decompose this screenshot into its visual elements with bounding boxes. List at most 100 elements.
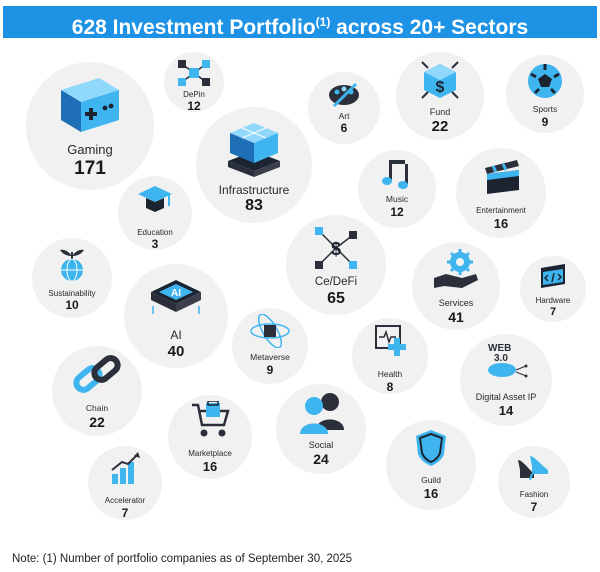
sector-count: 14 (498, 403, 514, 418)
sector-label: Fashion (519, 490, 549, 499)
sector-count: 41 (448, 309, 464, 325)
sector-bubble-health: Health 8 (352, 318, 428, 394)
shield-icon (416, 430, 446, 466)
sector-bubble-metaverse: Metaverse 9 (232, 308, 308, 384)
sector-count: 16 (493, 216, 509, 231)
sector-bubble-chain: Chain 22 (52, 346, 142, 436)
sector-label: Gaming (67, 142, 113, 157)
sector-label: DePin (183, 90, 205, 99)
sector-bubble-depin: DePin 12 (164, 52, 224, 113)
sector-count: 3 (151, 237, 159, 251)
footnote: Note: (1) Number of portfolio companies … (12, 553, 353, 565)
sector-label: Digital Asset IP (475, 392, 537, 402)
music-notes-icon (382, 160, 408, 189)
sector-label: Infrastructure (218, 183, 290, 197)
soccer-ball-icon (528, 64, 562, 98)
sector-bubble-education: Education 3 (118, 176, 192, 251)
sector-bubble-gaming: Gaming 171 (26, 62, 154, 190)
sector-label: Services (438, 298, 474, 308)
palette-icon (329, 82, 359, 108)
code-window-icon (541, 264, 565, 288)
sector-label: Guild (421, 475, 441, 485)
clapperboard-icon (485, 160, 519, 194)
sector-bubble-hardware: Hardware 7 (520, 256, 586, 322)
sector-count: 22 (89, 414, 105, 430)
sector-count: 16 (202, 459, 218, 474)
sector-count: 7 (549, 306, 557, 318)
sector-label: Sports (532, 104, 558, 114)
sector-count: 24 (313, 451, 329, 467)
globe-sprout-icon (60, 249, 84, 282)
sector-label: Ce/DeFi (314, 276, 358, 288)
shopping-cart-icon (192, 401, 230, 437)
sector-bubble-fashion: Fashion 7 (498, 446, 570, 518)
sector-count: 171 (74, 158, 106, 179)
sector-label: Sustainability (48, 289, 96, 298)
sector-bubble-infrastructure: Infrastructure 83 (196, 107, 312, 223)
gear-hand-icon (434, 249, 478, 288)
sector-count: 6 (340, 121, 348, 135)
sector-count: 10 (65, 298, 79, 312)
sector-count: 22 (431, 118, 449, 135)
sector-bubble-marketplace: Marketplace 16 (168, 395, 252, 479)
server-cubes-icon (228, 123, 280, 177)
sector-bubble-accelerator: Accelerator 7 (88, 446, 162, 520)
sector-count: 40 (167, 343, 185, 360)
sector-label: Chain (85, 403, 109, 413)
sector-label: Health (377, 369, 403, 379)
sector-bubble-fund: $ Fund 22 (396, 52, 484, 140)
sector-bubble-art: Art 6 (308, 72, 380, 144)
svg-text:3.0: 3.0 (494, 353, 508, 364)
sector-count: 9 (266, 363, 274, 377)
medical-cross-icon (375, 325, 406, 356)
svg-text:$: $ (331, 239, 341, 259)
sector-bubble-sustainability: Sustainability 10 (32, 238, 112, 318)
sector-label: Fund (429, 107, 451, 117)
sector-count: 83 (245, 197, 263, 214)
sector-count: 7 (530, 500, 538, 514)
growth-bars-icon (111, 452, 140, 484)
sector-label: Marketplace (188, 449, 232, 458)
sector-bubble-music: Music 12 (358, 150, 436, 228)
sector-bubble-guild: Guild 16 (386, 420, 476, 510)
dollar-coin-icon: $ (421, 61, 459, 99)
sector-count: 9 (541, 115, 549, 129)
sector-bubble-ai: AI AI 40 (124, 264, 228, 368)
sector-count: 7 (121, 506, 129, 520)
sector-label: Hardware (535, 296, 571, 305)
sector-bubble-cedefi: $ Ce/DeFi 65 (286, 215, 386, 315)
sector-label: Entertainment (476, 206, 526, 215)
sector-label: Art (338, 111, 350, 121)
high-heels-icon (518, 456, 548, 481)
gamepad-icon (61, 78, 119, 132)
sector-bubble-sports: Sports 9 (506, 55, 584, 133)
sector-label: Music (385, 194, 409, 204)
page-title: 628 Investment Portfolio(1) across 20+ S… (71, 15, 529, 39)
sector-count: 8 (386, 380, 394, 394)
sector-bubble-services: Services 41 (412, 242, 500, 330)
sector-label: Education (137, 228, 173, 237)
sector-bubble-entertainment: Entertainment 16 (456, 148, 546, 238)
defi-nodes-icon: $ (315, 227, 357, 269)
sector-bubble-social: Social 24 (276, 384, 366, 474)
chain-link-icon (73, 355, 121, 393)
sector-label: Accelerator (104, 496, 146, 505)
sector-count: 65 (327, 290, 345, 307)
graduation-cap-icon (138, 186, 172, 212)
svg-text:WEB: WEB (488, 343, 511, 354)
orbit-cube-icon (250, 314, 290, 348)
svg-text:$: $ (436, 79, 445, 96)
sector-count: 12 (390, 205, 404, 219)
people-icon (300, 393, 344, 434)
sector-label: AI (170, 328, 182, 342)
sector-count: 16 (423, 486, 439, 501)
sector-label: Metaverse (250, 352, 290, 362)
title-banner: 628 Investment Portfolio(1) across 20+ S… (3, 6, 597, 39)
ai-chip-icon: AI (151, 280, 201, 314)
sector-label: Social (308, 440, 334, 450)
network-cubes-icon (178, 60, 210, 86)
svg-text:AI: AI (171, 288, 181, 299)
sector-count: 12 (187, 99, 201, 113)
web3-cloud-icon: WEB 3.0 (488, 343, 528, 378)
